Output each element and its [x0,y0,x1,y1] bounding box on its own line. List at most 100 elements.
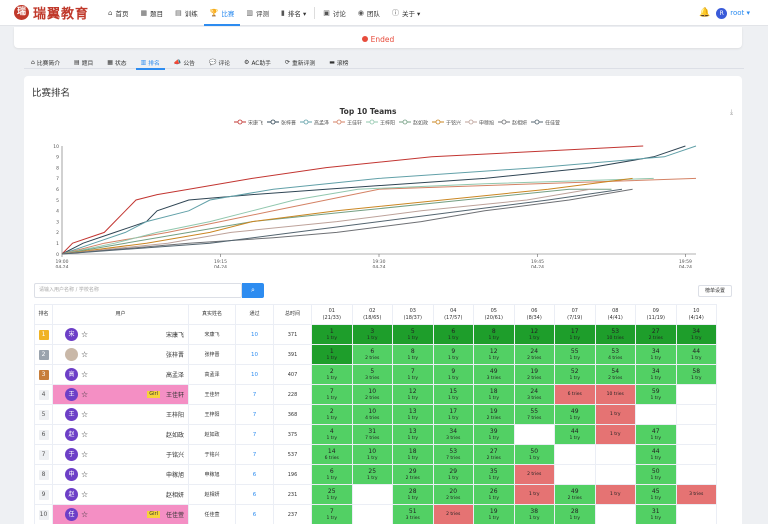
solved-count[interactable]: 10 [251,371,258,378]
header-problem[interactable]: 05 (20/61) [473,304,515,325]
username[interactable]: 宋康飞 [165,332,184,339]
header-problem[interactable]: 02 (18/65) [351,304,393,325]
username[interactable]: 申稼旭 [165,472,184,479]
solved-count[interactable]: 10 [251,351,258,358]
solved-cell: 10 [235,344,274,365]
avatar[interactable] [65,348,78,361]
download-icon[interactable]: ⤓ [730,108,733,116]
user-cell[interactable]: 高 ☆ 高孟泽 [52,364,189,385]
tab-0[interactable]: ⌂ 比赛简介 [24,55,67,69]
star-icon[interactable]: ☆ [81,430,89,439]
user-cell[interactable]: 王 ☆ 王梓阳 [52,404,189,425]
avatar[interactable]: 王 [65,388,78,401]
nav-item-5[interactable]: ▮ 排名 ▾ [275,0,312,26]
solved-count[interactable]: 7 [252,431,257,438]
header-problem[interactable]: 07 (7/19) [554,304,596,325]
solved-count[interactable]: 7 [252,391,257,398]
user-cell[interactable]: 赵 ☆ 赵如政 [52,424,189,445]
star-icon[interactable]: ☆ [81,490,89,499]
solved-count[interactable]: 7 [252,451,257,458]
username[interactable]: 任佳萱 [165,512,184,519]
star-icon[interactable]: ☆ [81,370,89,379]
user-menu[interactable]: root ▾ [730,9,750,17]
user-cell[interactable]: 王 ☆ Girl 王佳轩 [52,384,189,405]
legend-item[interactable]: 任佳萱 [531,120,560,127]
username[interactable]: 赵如政 [165,432,184,439]
rank-settings-button[interactable]: 榜单设置 [697,285,732,297]
user-cell[interactable]: 于 ☆ 于铭兴 [52,444,189,465]
user-cell[interactable]: 宋 ☆ 宋康飞 [52,324,189,345]
tab-7[interactable]: ⟳ 重新评测 [278,55,322,69]
legend-item[interactable]: 王佳轩 [333,120,362,127]
username[interactable]: 张梓晋 [165,352,184,359]
header-problem[interactable]: 03 (18/37) [392,304,434,325]
nav-item-4[interactable]: ▥ 评测 [240,0,275,26]
problem-id: 04 [450,307,457,314]
username[interactable]: 于铭兴 [165,452,184,459]
header-problem[interactable]: 09 (11/19) [635,304,677,325]
nav-item-1[interactable]: ▦ 题目 [134,0,169,26]
nav-item-2[interactable]: ▤ 训练 [169,0,204,26]
header-problem[interactable]: 08 (4/41) [594,304,636,325]
tab-2[interactable]: ▦ 状态 [100,55,133,69]
tab-4[interactable]: 📣 公告 [167,55,202,69]
star-icon[interactable]: ☆ [81,510,89,519]
avatar[interactable]: 高 [65,368,78,381]
tab-3[interactable]: ▥ 排名 [134,55,167,70]
avatar[interactable]: 宋 [65,328,78,341]
username[interactable]: 赵相妍 [165,492,184,499]
logo[interactable]: 瑞 瑞翼教育 [14,3,102,22]
nav-item-8[interactable]: ⓘ 关于 ▾ [386,0,426,26]
avatar[interactable]: 赵 [65,488,78,501]
solved-count[interactable]: 10 [251,331,258,338]
legend-item[interactable]: 赵相妍 [498,120,527,127]
bell-icon[interactable]: 🔔 [699,8,711,18]
legend-item[interactable]: 王梓阳 [366,120,395,127]
problem-cell [675,464,717,485]
user-avatar[interactable]: R [716,7,728,19]
solved-count[interactable]: 7 [252,411,257,418]
header-problem[interactable]: 01 (21/33) [311,304,353,325]
tab-6[interactable]: ⚙ AC助手 [237,55,278,69]
username[interactable]: 高孟泽 [165,372,184,379]
legend-item[interactable]: 张梓晋 [267,120,296,127]
header-problem[interactable]: 10 (4/14) [675,304,717,325]
tab-1[interactable]: ▤ 题目 [67,55,100,69]
solved-count[interactable]: 6 [252,471,257,478]
username[interactable]: 王佳轩 [165,392,184,399]
nav-item-6[interactable]: ▣ 讨论 [317,0,352,26]
legend-item[interactable]: 高孟泽 [300,120,329,127]
legend-item[interactable]: 赵如政 [399,120,428,127]
legend-item[interactable]: 于铭兴 [432,120,461,127]
legend-item[interactable]: 宋康飞 [234,120,263,127]
star-icon[interactable]: ☆ [81,470,89,479]
avatar[interactable]: 赵 [65,428,78,441]
star-icon[interactable]: ☆ [81,410,89,419]
tab-8[interactable]: ▬ 滚榜 [322,55,355,69]
search-input[interactable]: 请输入用户名称 / 学校名称 [34,283,242,298]
search-button[interactable]: ⌕ [242,283,264,298]
star-icon[interactable]: ☆ [81,390,89,399]
user-cell[interactable]: 任 ☆ Girl 任佳萱 [52,504,189,524]
user-cell[interactable]: ☆ 张梓晋 [52,344,189,365]
avatar[interactable]: 任 [65,508,78,521]
legend-item[interactable]: 申稼旭 [465,120,494,127]
avatar[interactable]: 申 [65,468,78,481]
solved-count[interactable]: 6 [252,511,257,518]
star-icon[interactable]: ☆ [81,450,89,459]
nav-item-7[interactable]: ◉ 团队 [352,0,386,26]
solved-count[interactable]: 6 [252,491,257,498]
nav-item-0[interactable]: ⌂ 首页 [102,0,134,26]
header-problem[interactable]: 06 (8/34) [513,304,555,325]
avatar[interactable]: 王 [65,408,78,421]
tab-5[interactable]: 💬 评论 [202,55,237,69]
avatar[interactable]: 于 [65,448,78,461]
nav-item-3[interactable]: 🏆 比赛 [203,0,241,26]
user-cell[interactable]: 赵 ☆ 赵相妍 [52,484,189,505]
star-icon[interactable]: ☆ [81,330,89,339]
user-cell[interactable]: 申 ☆ 申稼旭 [52,464,189,485]
username[interactable]: 王梓阳 [165,412,184,419]
star-icon[interactable]: ☆ [81,350,89,359]
header-problem[interactable]: 04 (17/57) [432,304,474,325]
